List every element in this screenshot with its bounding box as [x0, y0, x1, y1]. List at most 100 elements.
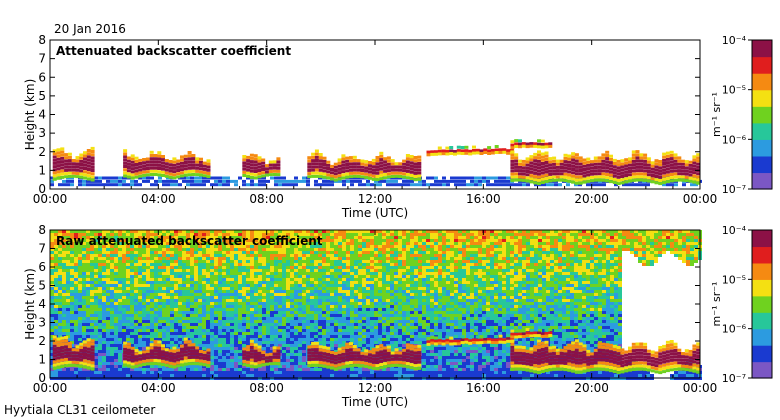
heatmap-cell	[330, 284, 334, 287]
heatmap-cell	[182, 239, 186, 242]
heatmap-cell	[398, 183, 402, 187]
heatmap-cell	[186, 290, 190, 293]
heatmap-cell	[681, 172, 685, 176]
heatmap-cell	[226, 296, 230, 299]
heatmap-cell	[631, 163, 636, 167]
heatmap-cell	[684, 160, 689, 164]
heatmap-cell	[110, 183, 114, 187]
heatmap-cell	[458, 263, 462, 266]
heatmap-cell	[506, 183, 510, 187]
heatmap-cell	[542, 233, 546, 236]
heatmap-cell	[614, 272, 618, 275]
heatmap-cell	[466, 266, 470, 269]
heatmap-cell	[183, 164, 188, 168]
heatmap-cell	[534, 290, 538, 293]
heatmap-cell	[386, 179, 390, 183]
heatmap-cell	[110, 290, 114, 293]
heatmap-cell	[673, 172, 678, 176]
heatmap-cell	[358, 281, 362, 284]
heatmap-cell	[278, 239, 282, 242]
heatmap-cell	[142, 278, 146, 281]
heatmap-cell	[382, 245, 386, 248]
heatmap-cell	[302, 266, 306, 269]
heatmap-cell	[172, 157, 177, 161]
heatmap-cell	[222, 263, 226, 266]
heatmap-cell	[598, 257, 602, 260]
heatmap-cell	[352, 159, 357, 162]
heatmap-cell	[398, 251, 402, 254]
heatmap-cell	[356, 159, 361, 163]
heatmap-cell	[370, 183, 374, 187]
heatmap-cell	[643, 159, 648, 163]
heatmap-cell	[405, 157, 410, 161]
heatmap-cell	[318, 242, 322, 245]
heatmap-cell	[578, 233, 582, 236]
heatmap-cell	[566, 269, 570, 272]
heatmap-cell	[410, 266, 414, 269]
heatmap-cell	[646, 251, 650, 254]
heatmap-cell	[311, 165, 316, 169]
heatmap-cell	[593, 166, 598, 169]
heatmap-cell	[154, 257, 158, 260]
heatmap-cell	[130, 157, 135, 161]
heatmap-cell	[534, 269, 538, 272]
heatmap-cell	[406, 248, 410, 251]
heatmap-cell	[210, 254, 214, 257]
heatmap-cell	[458, 254, 462, 257]
heatmap-cell	[330, 168, 334, 171]
heatmap-cell	[254, 287, 258, 290]
heatmap-cell	[550, 236, 554, 239]
heatmap-cell	[266, 290, 270, 293]
heatmap-cell	[390, 230, 394, 233]
heatmap-cell	[157, 170, 162, 174]
heatmap-cell	[202, 257, 206, 260]
heatmap-cell	[302, 239, 306, 242]
heatmap-cell	[628, 160, 632, 164]
heatmap-cell	[62, 239, 66, 242]
heatmap-cell	[262, 239, 266, 242]
heatmap-cell	[342, 275, 346, 278]
heatmap-cell	[90, 236, 94, 239]
heatmap-cell	[542, 260, 546, 263]
heatmap-cell	[390, 281, 394, 284]
heatmap-cell	[394, 239, 398, 242]
heatmap-cell	[307, 162, 312, 166]
heatmap-cell	[356, 168, 361, 172]
heatmap-cell	[226, 278, 230, 281]
heatmap-cell	[298, 284, 302, 287]
heatmap-cell	[402, 230, 406, 233]
heatmap-cell	[618, 239, 622, 242]
heatmap-cell	[628, 173, 632, 177]
x-tick-label: 00:00	[683, 192, 718, 206]
heatmap-cell	[540, 162, 545, 165]
heatmap-cell	[582, 260, 586, 263]
heatmap-cell	[126, 293, 130, 296]
heatmap-cell	[302, 263, 306, 266]
heatmap-cell	[230, 272, 234, 275]
heatmap-cell	[593, 169, 598, 173]
heatmap-cell	[62, 287, 66, 290]
heatmap-cell	[442, 266, 446, 269]
heatmap-cell	[530, 275, 534, 278]
heatmap-cell	[90, 183, 94, 187]
heatmap-cell	[134, 159, 139, 163]
heatmap-cell	[542, 239, 546, 242]
heatmap-cell	[434, 239, 438, 242]
heatmap-cell	[678, 242, 682, 245]
heatmap-cell	[354, 296, 358, 299]
heatmap-cell	[326, 266, 330, 269]
heatmap-cell	[346, 263, 350, 266]
heatmap-cell	[456, 151, 461, 155]
heatmap-cell	[318, 296, 322, 299]
heatmap-cell	[378, 293, 382, 296]
heatmap-cell	[214, 242, 218, 245]
heatmap-cell	[418, 272, 422, 275]
heatmap-cell	[282, 230, 286, 233]
heatmap-cell	[482, 254, 486, 257]
heatmap-cell	[246, 266, 250, 269]
heatmap-cell	[470, 176, 474, 180]
heatmap-cell	[514, 287, 518, 290]
heatmap-cell	[438, 257, 442, 260]
heatmap-cell	[482, 176, 486, 180]
heatmap-cell	[402, 242, 406, 245]
